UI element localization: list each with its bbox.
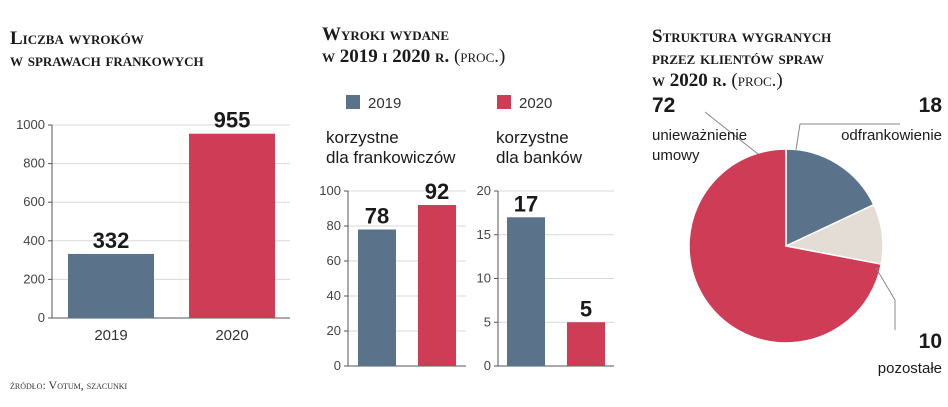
pie-slice-0 — [688, 148, 883, 344]
panel3-title: Struktura wygranych przez klientów spraw… — [652, 26, 831, 92]
chart-favorable-banks: 0 5 10 15 20 17 5 — [477, 183, 614, 373]
panel2-title-line2: w 2019 i 2020 r. — [322, 46, 450, 67]
bar-2020 — [189, 133, 275, 318]
bar-2020 — [567, 322, 605, 366]
y-tick-label: 400 — [23, 233, 45, 248]
y-tick-label: 0 — [38, 310, 45, 325]
panel2-title-line1: Wyroki wydane — [322, 24, 450, 45]
pie-slice-label: pozostałe — [878, 360, 942, 377]
y-tick-label: 10 — [477, 271, 491, 286]
y-tick-label: 200 — [23, 271, 45, 286]
chart-pie-structure: 72 unieważnienie umowy 18 odfrankowienie 10 po… — [652, 94, 942, 377]
x-tick-label: 2019 — [94, 327, 127, 344]
chart2-group-labels: korzystne dla frankowiczów korzystne dla… — [326, 128, 583, 167]
legend-2019-label: 2019 — [368, 95, 401, 112]
y-tick-label: 20 — [327, 323, 341, 338]
y-tick-label: 0 — [484, 358, 491, 373]
y-tick-label: 1000 — [16, 117, 45, 132]
panel3-title-line3-wrap: w 2020 r. (proc.) — [652, 70, 831, 92]
bar-value-label: 17 — [514, 191, 538, 216]
y-tick-label: 40 — [327, 288, 341, 303]
bar-2019 — [358, 229, 396, 366]
group2-label-line1: korzystne — [496, 128, 569, 147]
legend-2019-swatch — [346, 95, 360, 109]
y-tick-label: 15 — [477, 227, 491, 242]
panel2-title-line2-wrap: w 2019 i 2020 r. (proc.) — [322, 46, 505, 68]
group2-label-line2: dla banków — [496, 148, 583, 167]
pie-value-label: 18 — [919, 94, 943, 117]
panel1-title: Liczba wyroków w sprawach frankowych — [10, 28, 204, 72]
legend-2020-swatch — [497, 95, 511, 109]
panel2-title: Wyroki wydane w 2019 i 2020 r. (proc.) — [322, 24, 505, 68]
bar-value-label: 5 — [580, 296, 592, 321]
source-note: źródło: Votum, szacunki — [10, 378, 128, 392]
bar-value-label: 955 — [214, 108, 251, 133]
bar-value-label: 78 — [365, 204, 389, 229]
pie-slice-label: umowy — [652, 147, 700, 164]
bar-value-label: 332 — [93, 228, 130, 253]
pie-slice-label: odfrankowienie — [841, 127, 942, 144]
panel3-title-unit: (proc.) — [731, 70, 783, 91]
pie-slice-label: unieważnienie — [652, 127, 747, 144]
bar-2019 — [507, 217, 545, 366]
y-tick-label: 60 — [327, 253, 341, 268]
y-tick-label: 80 — [327, 218, 341, 233]
chart-verdict-count: 0 200 400 600 800 1000 332 2019 955 2020 — [16, 108, 290, 344]
bar-2020 — [418, 205, 456, 366]
leader-line-2 — [875, 267, 896, 330]
chart2-legend: 2019 2020 — [346, 95, 552, 112]
chart-favorable-borrowers: 0 20 40 60 80 100 78 92 — [319, 179, 466, 373]
y-tick-label: 100 — [319, 183, 341, 198]
panel3-title-line3: w 2020 r. — [652, 70, 727, 91]
bar-2019 — [68, 253, 154, 318]
bar-value-label: 92 — [425, 179, 449, 204]
legend-2020-label: 2020 — [519, 95, 552, 112]
y-tick-label: 0 — [334, 358, 341, 373]
panel3-title-line2: przez klientów spraw — [652, 48, 825, 69]
pie-value-label: 72 — [652, 94, 675, 117]
panel1-title-line1: Liczba wyroków — [10, 28, 144, 49]
group1-label-line2: dla frankowiczów — [326, 148, 456, 167]
panel3-title-line1: Struktura wygranych — [652, 26, 832, 47]
leader-line-1 — [795, 123, 900, 151]
y-tick-label: 5 — [484, 314, 491, 329]
group1-label-line1: korzystne — [326, 128, 399, 147]
pie-value-label: 10 — [919, 330, 942, 353]
y-tick-label: 20 — [477, 183, 491, 198]
leader-line-0 — [704, 111, 759, 155]
y-tick-label: 600 — [23, 194, 45, 209]
y-tick-label: 800 — [23, 156, 45, 171]
panel1-title-line2: w sprawach frankowych — [10, 50, 204, 71]
pie-slice-1 — [785, 148, 875, 248]
panel2-title-unit: (proc.) — [453, 46, 506, 67]
x-tick-label: 2020 — [215, 327, 248, 344]
